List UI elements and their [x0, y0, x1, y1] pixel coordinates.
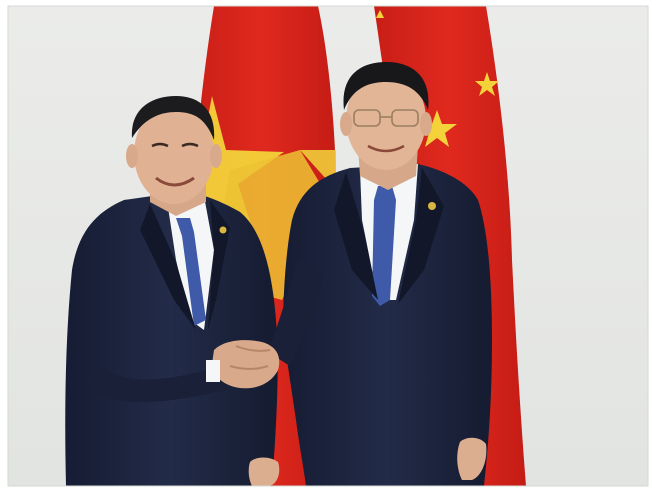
right-man-tie	[372, 186, 396, 306]
left-man-pin	[219, 226, 227, 234]
flag-star-large	[417, 110, 457, 147]
right-man-hand	[457, 437, 487, 480]
left-man-suit	[65, 194, 278, 486]
flag-star-small	[475, 72, 499, 96]
right-man-suit	[283, 164, 492, 486]
glasses-icon	[353, 109, 419, 127]
right-man	[268, 62, 492, 486]
right-man-pin	[428, 202, 436, 210]
handshake	[206, 340, 280, 389]
right-man-head	[346, 70, 426, 170]
left-man-tie	[176, 218, 206, 326]
left-man	[65, 96, 280, 486]
left-man-hand	[248, 457, 280, 486]
